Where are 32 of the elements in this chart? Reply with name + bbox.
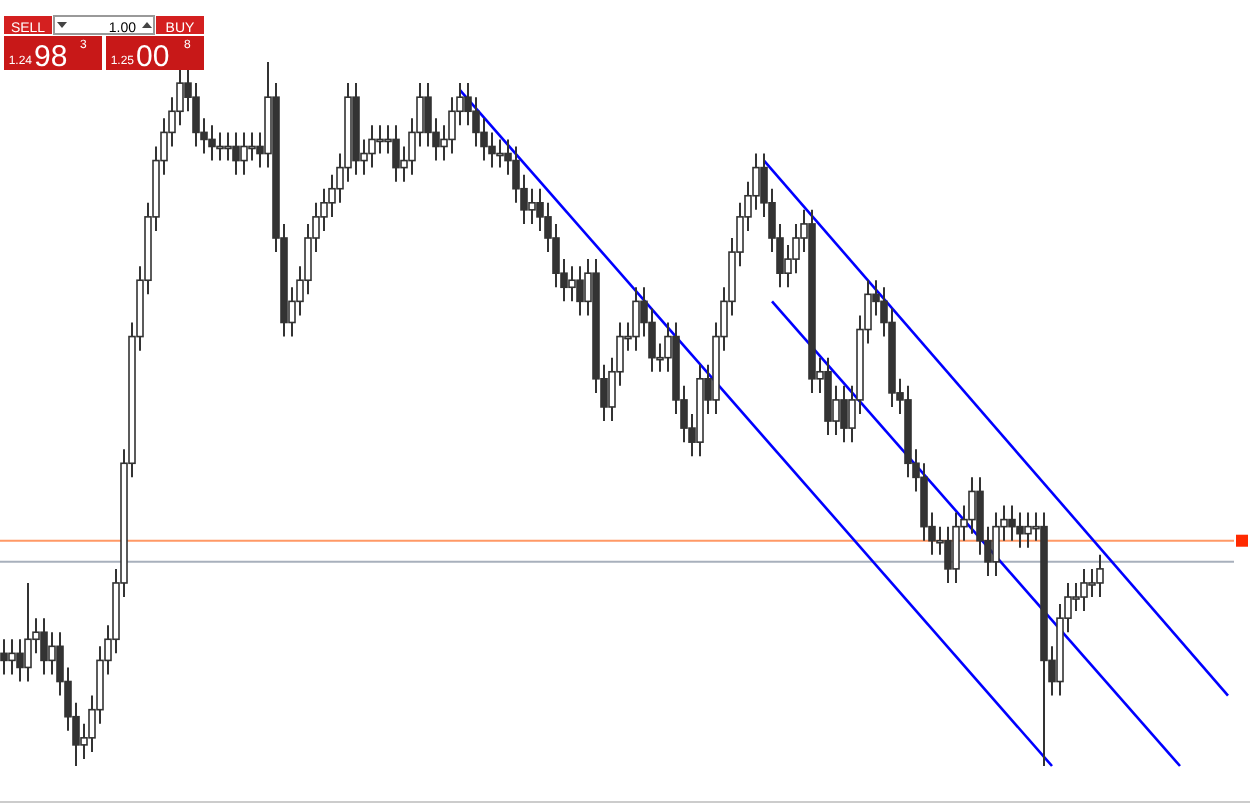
candlestick	[376, 124, 384, 155]
candlestick	[1016, 511, 1024, 549]
candlestick	[568, 265, 576, 303]
candlestick	[240, 131, 248, 176]
candlestick	[208, 124, 216, 162]
candlestick	[48, 631, 56, 676]
candlestick	[0, 638, 8, 676]
candlestick	[40, 617, 48, 676]
candlestick	[952, 511, 960, 584]
candlestick	[1008, 504, 1016, 542]
candlestick	[576, 265, 584, 317]
candlestick	[16, 638, 24, 683]
candlestick	[968, 476, 976, 535]
candlestick	[528, 187, 536, 225]
candlestick	[216, 131, 224, 162]
candlestick	[840, 384, 848, 444]
candlestick	[248, 131, 256, 162]
candlestick	[1096, 553, 1104, 599]
annotation: 00	[136, 40, 170, 74]
candlestick	[944, 525, 952, 584]
candlestick	[368, 124, 376, 169]
candlestick	[632, 286, 640, 352]
candlestick	[496, 138, 504, 169]
annotation: 98	[34, 40, 68, 74]
candlestick	[392, 124, 400, 183]
candlestick	[24, 581, 32, 683]
candlestick	[232, 131, 240, 176]
candlestick	[992, 511, 1000, 577]
candlestick	[8, 638, 16, 676]
candlestick	[1024, 511, 1032, 549]
candlestick	[1080, 567, 1088, 613]
candlestick	[224, 131, 232, 162]
